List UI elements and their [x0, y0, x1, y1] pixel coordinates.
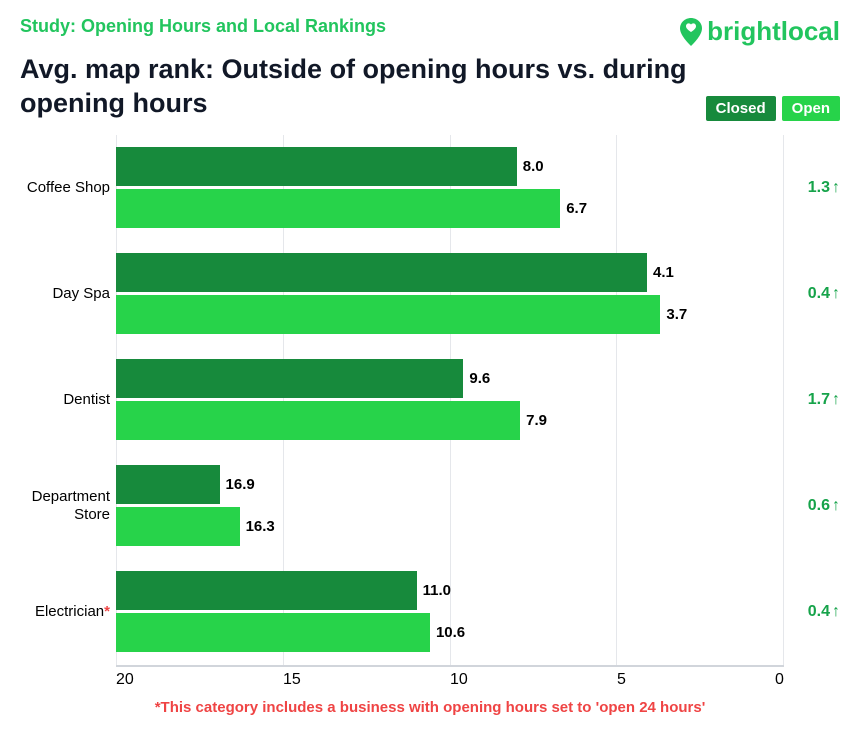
delta-column: 1.3↑0.4↑1.7↑0.6↑0.4↑	[784, 135, 840, 667]
brand-logo: brightlocal	[680, 16, 840, 47]
bar-open	[116, 613, 430, 652]
x-tick: 0	[775, 671, 784, 689]
chart-title: Avg. map rank: Outside of opening hours …	[20, 53, 700, 121]
delta-value: 1.7↑	[784, 347, 840, 453]
delta-value: 1.3↑	[784, 135, 840, 241]
x-axis: 20 15 10 5 0	[20, 671, 840, 689]
delta-value: 0.4↑	[784, 559, 840, 665]
bar-closed	[116, 465, 220, 504]
footnote: *This category includes a business with …	[20, 699, 840, 716]
legend-open: Open	[782, 96, 840, 121]
legend: Closed Open	[706, 96, 840, 121]
category-label: Day Spa	[20, 241, 116, 347]
bar-value-label: 4.1	[653, 264, 674, 281]
arrow-up-icon: ↑	[832, 179, 840, 197]
bar-open	[116, 401, 520, 440]
bar-value-label: 16.3	[246, 518, 275, 535]
pin-heart-icon	[680, 18, 702, 46]
bar-closed	[116, 147, 517, 186]
arrow-up-icon: ↑	[832, 603, 840, 621]
bar-value-label: 16.9	[226, 476, 255, 493]
bar-value-label: 9.6	[469, 370, 490, 387]
bar-closed	[116, 253, 647, 292]
bar-closed	[116, 571, 417, 610]
arrow-up-icon: ↑	[832, 285, 840, 303]
x-axis-ticks: 20 15 10 5 0	[116, 671, 784, 689]
bar-value-label: 3.7	[666, 306, 687, 323]
y-axis-labels: Coffee ShopDay SpaDentistDepartment Stor…	[20, 135, 116, 667]
bar-value-label: 8.0	[523, 158, 544, 175]
arrow-up-icon: ↑	[832, 391, 840, 409]
bar-closed	[116, 359, 463, 398]
delta-value: 0.6↑	[784, 453, 840, 559]
x-tick: 15	[283, 671, 301, 689]
bar-value-label: 7.9	[526, 412, 547, 429]
plot-area: 8.0 6.7 4.1 3.7 9.6 7.9 16.9 16.3 11.0 10.6	[116, 135, 784, 667]
brand-text: brightlocal	[707, 16, 840, 47]
x-tick: 10	[450, 671, 468, 689]
bar-open	[116, 507, 240, 546]
bar-row: 4.1 3.7	[116, 241, 784, 347]
bar-row: 16.9 16.3	[116, 453, 784, 559]
asterisk: *	[104, 603, 110, 620]
delta-value: 0.4↑	[784, 241, 840, 347]
category-label: Coffee Shop	[20, 135, 116, 241]
bar-value-label: 10.6	[436, 624, 465, 641]
study-label: Study: Opening Hours and Local Rankings	[20, 16, 386, 37]
arrow-up-icon: ↑	[832, 497, 840, 515]
legend-closed: Closed	[706, 96, 776, 121]
category-label: Dentist	[20, 347, 116, 453]
x-tick: 20	[116, 671, 134, 689]
chart: Coffee ShopDay SpaDentistDepartment Stor…	[20, 135, 840, 667]
bar-row: 9.6 7.9	[116, 347, 784, 453]
bar-rows: 8.0 6.7 4.1 3.7 9.6 7.9 16.9 16.3 11.0 10.6	[116, 135, 784, 665]
bar-value-label: 6.7	[566, 200, 587, 217]
x-tick: 5	[617, 671, 626, 689]
category-label: Department Store	[20, 453, 116, 559]
category-label: Electrician*	[20, 559, 116, 665]
bar-open	[116, 189, 560, 228]
bar-open	[116, 295, 660, 334]
bar-row: 11.0 10.6	[116, 559, 784, 665]
bar-value-label: 11.0	[423, 582, 451, 599]
bar-row: 8.0 6.7	[116, 135, 784, 241]
